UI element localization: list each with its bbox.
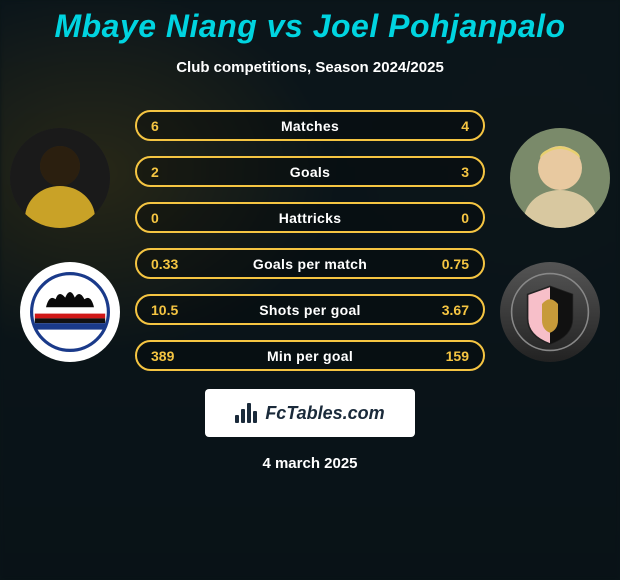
stat-value-left: 389 (151, 348, 174, 364)
stat-row-matches: 6 Matches 4 (135, 110, 485, 141)
brand-logo-icon (235, 403, 257, 423)
stat-label: Min per goal (267, 348, 353, 364)
stat-value-right: 4 (461, 118, 469, 134)
club-right-crest (500, 262, 600, 362)
stat-value-left: 0 (151, 210, 159, 226)
stat-row-shots-per-goal: 10.5 Shots per goal 3.67 (135, 294, 485, 325)
stat-label: Matches (281, 118, 339, 134)
crest-icon: u.c. sampdoria (30, 272, 110, 352)
subtitle: Club competitions, Season 2024/2025 (176, 59, 444, 76)
stat-value-right: 0 (461, 210, 469, 226)
page-title: Mbaye Niang vs Joel Pohjanpalo (54, 8, 565, 45)
stat-row-min-per-goal: 389 Min per goal 159 (135, 340, 485, 371)
container: Mbaye Niang vs Joel Pohjanpalo Club comp… (0, 0, 620, 580)
stat-value-right: 0.75 (442, 256, 469, 272)
stat-label: Goals per match (253, 256, 367, 272)
stat-label: Shots per goal (259, 302, 360, 318)
stat-label: Hattricks (279, 210, 342, 226)
stat-label: Goals (290, 164, 330, 180)
stats-list: 6 Matches 4 2 Goals 3 0 Hattricks 0 0.33… (135, 110, 485, 371)
club-left-crest: u.c. sampdoria (20, 262, 120, 362)
crest-icon (510, 272, 590, 352)
stat-row-hattricks: 0 Hattricks 0 (135, 202, 485, 233)
player-right-avatar (510, 128, 610, 228)
brand-badge: FcTables.com (205, 389, 415, 437)
stat-value-left: 6 (151, 118, 159, 134)
stat-row-goals-per-match: 0.33 Goals per match 0.75 (135, 248, 485, 279)
date-text: 4 march 2025 (262, 455, 357, 472)
stat-value-right: 3.67 (442, 302, 469, 318)
stat-value-right: 159 (446, 348, 469, 364)
player-left-avatar (10, 128, 110, 228)
avatar-placeholder-icon (10, 128, 110, 228)
avatar-placeholder-icon (510, 128, 610, 228)
stat-value-right: 3 (461, 164, 469, 180)
stat-row-goals: 2 Goals 3 (135, 156, 485, 187)
svg-text:u.c. sampdoria: u.c. sampdoria (45, 332, 96, 341)
stat-value-left: 0.33 (151, 256, 178, 272)
stat-value-left: 10.5 (151, 302, 178, 318)
brand-text: FcTables.com (265, 403, 384, 424)
stat-value-left: 2 (151, 164, 159, 180)
